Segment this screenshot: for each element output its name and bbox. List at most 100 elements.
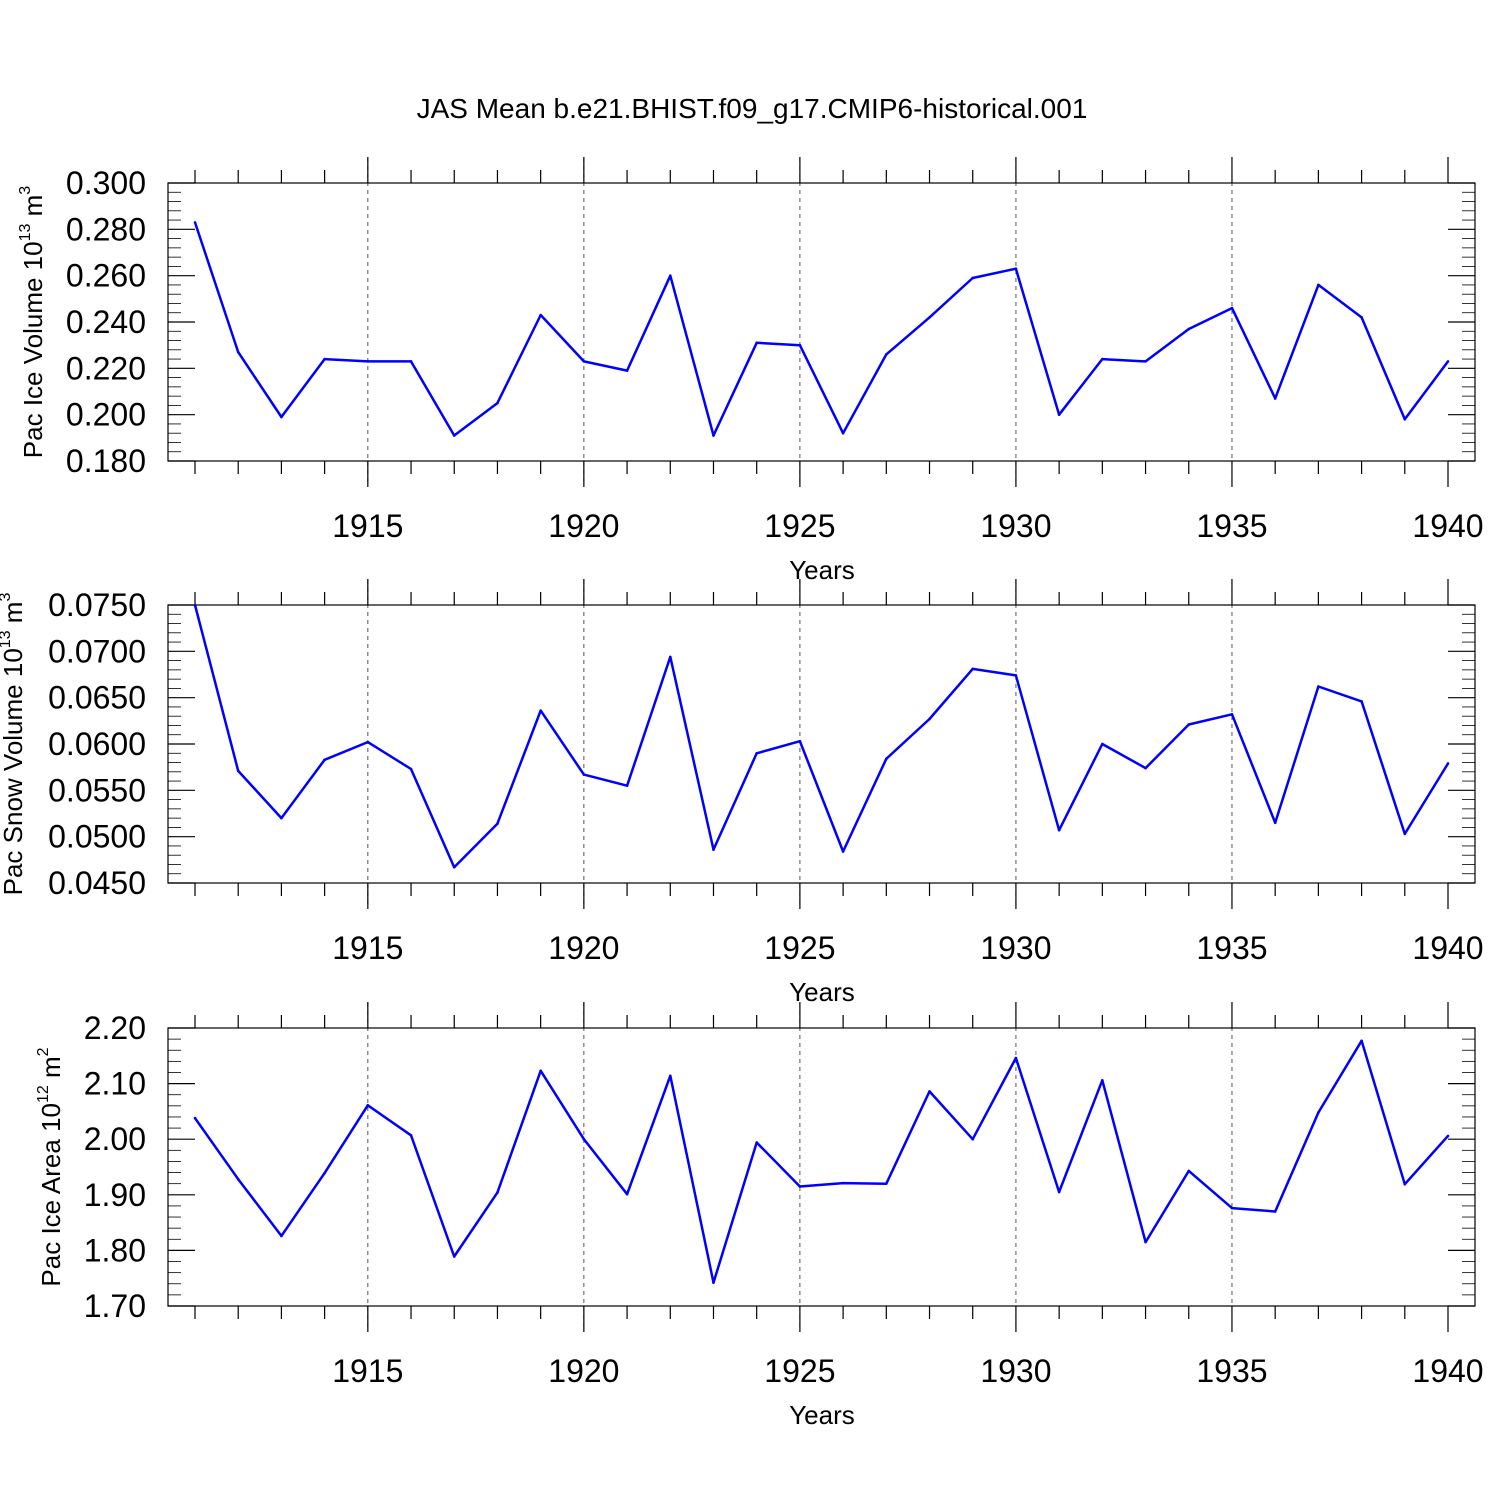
data-point [409, 360, 413, 363]
data-point [798, 343, 802, 347]
figure-title: JAS Mean b.e21.BHIST.f09_g17.CMIP6-histo… [417, 93, 1088, 124]
y-axis-label-text: Pac Ice Volume 10 [18, 241, 48, 458]
data-point [885, 757, 888, 761]
data-point [280, 816, 283, 820]
data-point [582, 1137, 586, 1141]
data-point [1446, 762, 1450, 765]
data-point [1446, 360, 1450, 363]
data-point [1317, 685, 1320, 688]
data-point [625, 784, 629, 787]
data-point [496, 401, 499, 405]
data-point [712, 1281, 715, 1284]
x-tick-label: 1920 [548, 1353, 619, 1389]
chart-panel-1: 1915 1920 1925 1930 1935 1940 Years 0.180 0.200 0… [17, 157, 1484, 585]
data-point [539, 313, 542, 317]
x-tick-label: 1925 [764, 930, 835, 966]
data-point [1403, 1182, 1407, 1186]
x-tick-label: 1915 [332, 930, 403, 966]
x-tick-label: 1935 [1196, 508, 1267, 544]
data-point [1403, 832, 1407, 836]
y-tick-label: 1.70 [84, 1288, 146, 1324]
y-tick-label: 0.200 [66, 397, 146, 433]
y-tick-label: 0.240 [66, 304, 146, 340]
data-point [1317, 1111, 1320, 1114]
x-tick-label: 1915 [332, 1353, 403, 1389]
x-tick-label: 1935 [1196, 930, 1267, 966]
series-line [193, 222, 1450, 437]
data-point [1273, 821, 1277, 825]
data-point [1014, 1056, 1018, 1060]
data-point [1144, 766, 1147, 770]
data-point [193, 603, 197, 607]
data-point [798, 739, 802, 743]
data-point [1144, 360, 1147, 363]
data-point [193, 1116, 197, 1120]
data-point [1273, 1210, 1277, 1213]
data-point [1360, 1039, 1363, 1043]
y-tick-label: 0.0650 [48, 680, 146, 716]
data-point [366, 1103, 370, 1107]
data-point [1273, 397, 1277, 400]
x-axis-label: Years [789, 1400, 855, 1430]
data-point [625, 1192, 629, 1196]
y-axis-label: Pac Snow Volume 1013 m3 [0, 593, 28, 896]
data-point [1187, 723, 1191, 726]
data-point [1230, 306, 1234, 310]
data-point [409, 767, 413, 771]
data-point [323, 758, 326, 762]
data-point [1101, 357, 1104, 361]
y-tick-label: 0.280 [66, 211, 146, 247]
data-point [280, 415, 283, 419]
y-tick-label: 0.0700 [48, 633, 146, 669]
y-axis-label-superscript: 13 [0, 630, 14, 648]
data-point [1144, 1240, 1147, 1244]
x-tick-label: 1940 [1412, 930, 1483, 966]
y-axis-label: Pac Ice Volume 1013 m3 [17, 186, 48, 459]
chart-panel-2: 1915 1920 1925 1930 1935 1940 Years 0.0450 0.050… [0, 579, 1484, 1007]
y-tick-label: 2.20 [84, 1010, 146, 1046]
y-tick-label: 0.0550 [48, 772, 146, 808]
data-point [366, 360, 370, 363]
y-tick-label: 0.260 [66, 258, 146, 294]
data-point [1187, 327, 1191, 331]
data-point [841, 1181, 845, 1185]
data-point [236, 769, 240, 773]
data-point [496, 822, 499, 825]
y-axis-label-text: m [36, 1056, 66, 1085]
data-point [1360, 700, 1363, 703]
x-tick-label: 1930 [980, 508, 1051, 544]
data-point [712, 434, 715, 437]
data-point [582, 360, 586, 363]
data-point [323, 357, 326, 361]
data-point [193, 221, 197, 224]
y-axis-label-text: Pac Ice Area 10 [36, 1103, 66, 1287]
data-point [1446, 1134, 1450, 1138]
x-tick-label: 1925 [764, 1353, 835, 1389]
data-point [582, 773, 586, 776]
series-line [193, 1039, 1449, 1284]
data-point [452, 434, 456, 437]
x-tick-label: 1935 [1196, 1353, 1267, 1389]
data-point [280, 1234, 283, 1238]
data-point [236, 1177, 240, 1181]
data-point [1230, 1206, 1234, 1210]
x-tick-label: 1920 [548, 930, 619, 966]
y-axis-label-superscript: 3 [17, 186, 34, 195]
x-tick-label: 1940 [1412, 508, 1483, 544]
data-point [755, 751, 758, 755]
y-axis-label: Pac Ice Area 1012 m2 [35, 1047, 66, 1286]
x-tick-label: 1920 [548, 508, 619, 544]
y-axis-label-superscript: 12 [35, 1085, 52, 1103]
panels: 1915 1920 1925 1930 1935 1940 Years 0.180 0.200 0… [0, 157, 1484, 1430]
y-tick-label: 0.0450 [48, 865, 146, 901]
y-tick-label: 2.00 [84, 1121, 146, 1157]
data-point [1101, 742, 1104, 746]
data-point [1317, 283, 1320, 287]
data-point [1057, 1190, 1061, 1194]
y-tick-label: 0.180 [66, 443, 146, 479]
data-point [1230, 713, 1234, 716]
y-tick-label: 0.0500 [48, 819, 146, 855]
chart-panel-3: 1915 1920 1925 1930 1935 1940 Years 1.70 1.80 1.9… [35, 1002, 1484, 1430]
data-point [971, 667, 975, 671]
